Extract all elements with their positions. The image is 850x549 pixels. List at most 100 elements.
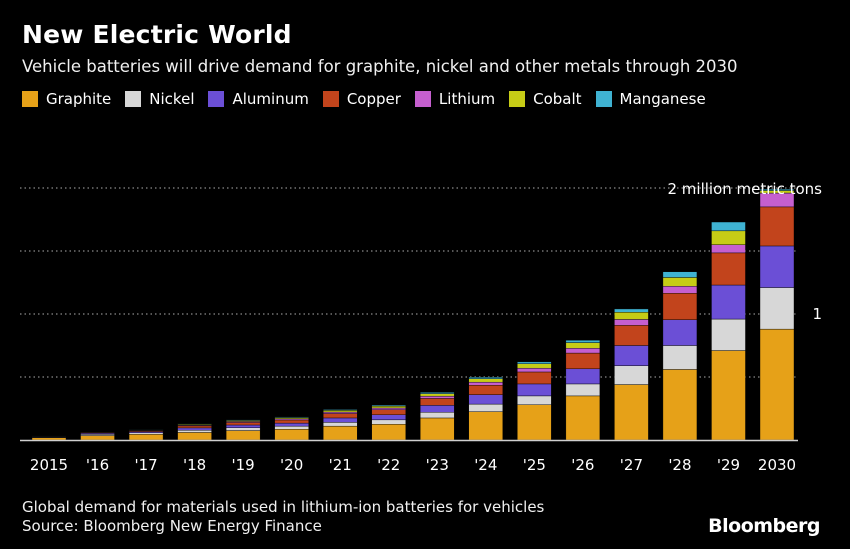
bar-segment-lithium (323, 411, 358, 414)
legend-label: Aluminum (232, 90, 309, 108)
bar-segment-aluminum (711, 284, 746, 320)
bar-segment-aluminum (614, 345, 649, 366)
bar-segment-nickel (468, 403, 503, 412)
bar-segment-cobalt (711, 230, 746, 245)
bar-segment-nickel (225, 427, 261, 431)
bar-segment-nickel (759, 287, 795, 330)
x-tick-label: '17 (134, 456, 157, 474)
bar-segment-nickel (420, 412, 455, 419)
bar-segment-cobalt (565, 342, 601, 349)
legend: Graphite Nickel Aluminum Copper Lithium Cobal… (22, 90, 720, 108)
bar-segment-graphite (759, 328, 795, 441)
legend-label: Lithium (438, 90, 496, 108)
x-tick-label: '27 (620, 456, 643, 474)
bar-segment-graphite (225, 430, 261, 441)
legend-item-aluminum: Aluminum (208, 90, 309, 108)
bar-segment-lithium (517, 367, 552, 373)
x-tick-label: 2030 (758, 456, 796, 474)
bar-segment-lithium (371, 407, 406, 410)
bar-segment-copper (177, 425, 212, 429)
bar-segment-graphite (128, 434, 164, 441)
bar-segment-aluminum (565, 368, 601, 385)
bar-segment-manganese (759, 189, 795, 191)
bar-segment-aluminum (759, 245, 795, 288)
x-tick-label: '16 (86, 456, 109, 474)
bar-segment-cobalt (468, 378, 503, 383)
x-tick-label: '18 (183, 456, 206, 474)
legend-item-nickel: Nickel (125, 90, 194, 108)
x-tick-label: '29 (717, 456, 740, 474)
chart-title: New Electric World (22, 20, 292, 49)
legend-item-lithium: Lithium (414, 90, 496, 108)
bar-segment-aluminum (371, 414, 406, 421)
bar-segment-cobalt (371, 405, 406, 409)
chart-subtitle: Vehicle batteries will drive demand for … (22, 57, 738, 76)
bar-segment-lithium (614, 319, 649, 326)
bar-segment-copper (225, 422, 261, 426)
legend-swatch (595, 91, 612, 107)
bar-segment-lithium (662, 286, 698, 294)
legend-label: Nickel (149, 90, 195, 108)
bar-segment-copper (468, 384, 503, 395)
bar-segment-copper (323, 413, 358, 419)
x-tick-label: '21 (329, 456, 352, 474)
bar-segment-aluminum (225, 424, 261, 428)
bar-segment-cobalt (420, 393, 455, 397)
x-tick-label: '28 (668, 456, 691, 474)
bar-segment-cobalt (614, 312, 649, 320)
bar-segment-nickel (177, 429, 212, 433)
bar-segment-nickel (371, 419, 406, 425)
bar-segment-graphite (711, 350, 746, 441)
bar-segment-cobalt (662, 277, 698, 287)
legend-label: Graphite (46, 90, 112, 108)
legend-item-copper: Copper (322, 90, 401, 108)
legend-label: Manganese (619, 90, 706, 108)
bar-segment-aluminum (517, 383, 552, 397)
bar-segment-copper (371, 409, 406, 416)
x-tick-label: 2015 (30, 456, 68, 474)
x-tick-label: '26 (571, 456, 594, 474)
footer-source: Source: Bloomberg New Energy Finance (22, 517, 322, 535)
legend-swatch (125, 91, 142, 107)
footer-note: Global demand for materials used in lith… (22, 498, 545, 516)
legend-swatch (414, 91, 431, 107)
bar-segment-lithium (468, 381, 503, 386)
legend-label: Cobalt (533, 90, 582, 108)
bar-segment-graphite (468, 411, 503, 441)
x-tick-label: '24 (474, 456, 497, 474)
bar-segment-manganese (177, 423, 212, 425)
x-tick-label: '20 (280, 456, 303, 474)
bar-segment-aluminum (274, 422, 309, 427)
y-tick-label: 2 million metric tons (668, 180, 823, 198)
bloomberg-logo: Bloomberg (708, 515, 820, 537)
bar-segment-lithium (420, 395, 455, 399)
legend-swatch (22, 91, 38, 107)
legend-item-manganese: Manganese (595, 90, 706, 108)
bar-segment-manganese (565, 340, 601, 343)
x-tick-label: '22 (377, 456, 400, 474)
y-tick-label: 1 (812, 305, 822, 323)
bar-segment-graphite (614, 384, 649, 441)
bar-segment-graphite (80, 435, 115, 441)
bar-segment-copper (711, 252, 746, 286)
bar-segment-graphite (662, 369, 698, 441)
bar-segment-graphite (274, 429, 309, 441)
bar-segment-graphite (177, 432, 212, 441)
x-tick-label: '19 (232, 456, 255, 474)
bar-segment-lithium (565, 348, 601, 354)
bar-segment-manganese (420, 392, 455, 394)
legend-item-cobalt: Cobalt (509, 90, 582, 108)
bar-segment-nickel (323, 422, 358, 427)
bar-segment-graphite (565, 395, 601, 441)
bar-segment-manganese (711, 221, 746, 232)
bar-segment-nickel (662, 345, 698, 370)
bar-segment-graphite (31, 437, 67, 441)
legend-item-graphite: Graphite (22, 90, 111, 108)
bar-segment-manganese (662, 271, 698, 278)
bar-segment-manganese (614, 308, 649, 313)
bar-segment-copper (565, 352, 601, 370)
bar-segment-copper (420, 398, 455, 406)
bar-segment-copper (274, 419, 309, 424)
bar-segment-copper (662, 293, 698, 320)
